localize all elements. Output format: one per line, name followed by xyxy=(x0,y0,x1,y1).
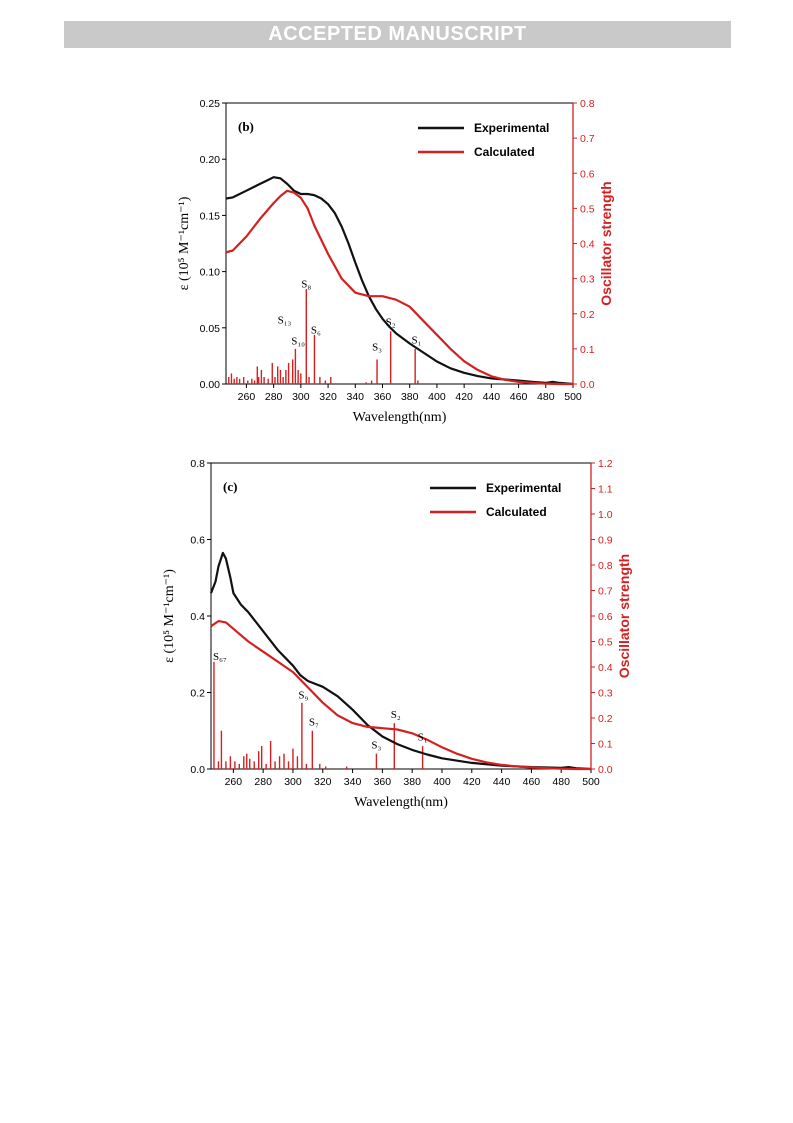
y2-tick-label: 0.2 xyxy=(580,309,595,321)
y2-axis-label: Oscillator strength xyxy=(598,181,614,305)
x-tick-label: 280 xyxy=(254,776,272,788)
x-tick-label: 260 xyxy=(238,391,256,403)
state-annotation: S₂ xyxy=(386,317,396,329)
y2-tick-label: 0.6 xyxy=(580,168,595,180)
y-tick-label: 0.15 xyxy=(200,210,221,222)
y-tick-label: 0.2 xyxy=(190,688,205,700)
x-tick-label: 440 xyxy=(493,776,511,788)
chart-c: 260 280 300 320 340 360 380 400 420 440 460 480 5000… xyxy=(162,458,632,810)
x-tick-label: 500 xyxy=(564,391,582,403)
x-tick-label: 480 xyxy=(552,776,570,788)
series-line-calculated xyxy=(225,189,573,386)
y2-tick-label: 0.1 xyxy=(580,344,595,356)
x-tick-label: 480 xyxy=(537,391,555,403)
y2-tick-label: 0.5 xyxy=(598,637,613,649)
y2-tick-label: 0.8 xyxy=(580,98,595,110)
x-tick-label: 460 xyxy=(510,391,528,403)
state-annotation: S₁ xyxy=(412,335,422,347)
x-tick-label: 400 xyxy=(433,776,451,788)
x-tick-label: 260 xyxy=(225,776,243,788)
y2-tick-label: 0.9 xyxy=(598,535,613,547)
series-line-experimental xyxy=(225,176,574,386)
state-annotation: S₉ xyxy=(298,690,308,702)
y2-tick-label: 0.0 xyxy=(580,379,595,391)
y2-tick-label: 0.7 xyxy=(580,133,595,145)
y2-tick-label: 0.0 xyxy=(598,764,613,776)
state-annotation: S₁₀ xyxy=(291,336,305,348)
x-tick-label: 320 xyxy=(314,776,332,788)
y-axis-label: ε (10⁵ M⁻¹cm⁻¹) xyxy=(162,569,177,663)
state-annotation: S₂ xyxy=(391,709,401,721)
x-tick-label: 460 xyxy=(523,776,541,788)
y-tick-label: 0.0 xyxy=(190,764,205,776)
y-tick-label: 0.6 xyxy=(190,535,205,547)
y-tick-label: 0.00 xyxy=(200,379,221,391)
y-tick-label: 0.25 xyxy=(200,98,221,110)
legend-entry: Calculated xyxy=(474,145,535,159)
y-tick-label: 0.05 xyxy=(200,323,221,335)
legend-entry: Calculated xyxy=(486,505,547,519)
y2-tick-label: 0.6 xyxy=(598,611,613,623)
y2-tick-label: 0.3 xyxy=(580,274,595,286)
y2-tick-label: 0.1 xyxy=(598,739,613,751)
y2-tick-label: 1.2 xyxy=(598,458,613,470)
y2-tick-label: 0.5 xyxy=(580,203,595,215)
chart-b: 260 280 300 320 340 360 380 400 420 440 460 480 5000… xyxy=(177,98,614,425)
panel-label: (c) xyxy=(223,479,237,494)
x-tick-label: 440 xyxy=(483,391,501,403)
y2-tick-label: 0.3 xyxy=(598,688,613,700)
x-tick-label: 320 xyxy=(319,391,337,403)
x-tick-label: 360 xyxy=(374,776,392,788)
x-tick-label: 360 xyxy=(374,391,392,403)
x-axis-label: Wavelength(nm) xyxy=(353,410,447,425)
y-tick-label: 0.8 xyxy=(190,458,205,470)
series-line-experimental xyxy=(209,551,592,771)
y2-tick-label: 1.1 xyxy=(598,484,613,496)
x-tick-label: 300 xyxy=(292,391,310,403)
state-annotation: S₁ xyxy=(418,732,428,744)
state-annotation: S₈ xyxy=(301,278,311,290)
y-tick-label: 0.20 xyxy=(200,154,221,166)
state-annotation: S₇ xyxy=(309,716,319,728)
x-tick-label: 500 xyxy=(582,776,600,788)
x-tick-label: 340 xyxy=(347,391,365,403)
legend-entry: Experimental xyxy=(486,481,561,495)
y2-tick-label: 0.8 xyxy=(598,560,613,572)
x-tick-label: 420 xyxy=(463,776,481,788)
accepted-manuscript-banner: ACCEPTED MANUSCRIPT xyxy=(64,21,731,48)
y-tick-label: 0.4 xyxy=(190,611,205,623)
state-annotation: S₁₃ xyxy=(278,314,292,326)
x-tick-label: 420 xyxy=(455,391,473,403)
y-axis-label: ε (10⁵ M⁻¹cm⁻¹) xyxy=(177,196,192,290)
x-tick-label: 400 xyxy=(428,391,446,403)
y2-tick-label: 0.4 xyxy=(598,662,613,674)
y2-tick-label: 1.0 xyxy=(598,509,613,521)
legend-entry: Experimental xyxy=(474,121,549,135)
x-tick-label: 300 xyxy=(284,776,302,788)
y2-axis-label: Oscillator strength xyxy=(616,554,632,678)
y-tick-label: 0.10 xyxy=(200,267,221,279)
state-annotation: S₃ xyxy=(372,341,382,353)
panel-label: (b) xyxy=(238,119,254,134)
y2-tick-label: 0.7 xyxy=(598,586,613,598)
x-tick-label: 380 xyxy=(401,391,419,403)
x-axis-label: Wavelength(nm) xyxy=(354,795,448,810)
x-tick-label: 340 xyxy=(344,776,362,788)
y2-tick-label: 0.2 xyxy=(598,713,613,725)
y2-tick-label: 0.4 xyxy=(580,239,595,251)
state-annotation: S₆ xyxy=(311,324,321,336)
x-tick-label: 380 xyxy=(403,776,421,788)
x-tick-label: 280 xyxy=(265,391,283,403)
state-annotation: S₆₇ xyxy=(213,651,227,663)
state-annotation: S₃ xyxy=(371,739,381,751)
series-line-calculated xyxy=(210,620,591,771)
